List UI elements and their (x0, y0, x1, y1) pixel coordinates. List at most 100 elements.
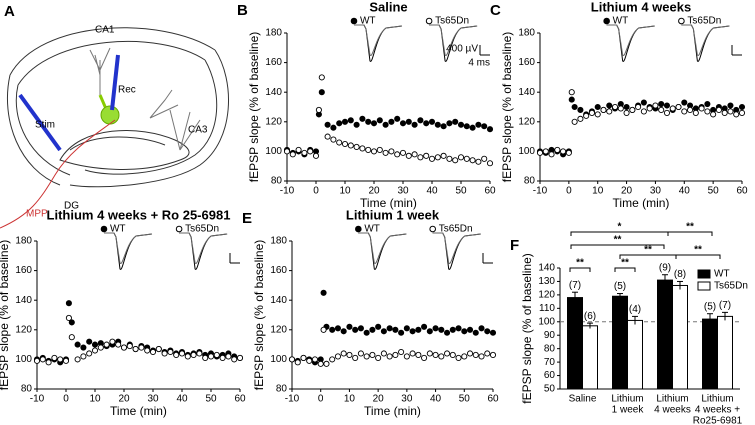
data-point (623, 109, 630, 116)
data-point (144, 347, 151, 354)
inset-trace (681, 24, 730, 62)
data-point (294, 359, 301, 366)
data-point (658, 100, 665, 108)
inset-trace (606, 24, 655, 56)
y-tick-label: 90 (544, 330, 556, 341)
data-point (365, 146, 372, 153)
legend-marker (678, 17, 685, 25)
data-point (455, 325, 462, 332)
data-point (658, 106, 665, 114)
data-point (307, 148, 314, 155)
chart-title: Lithium 1 week (346, 207, 440, 222)
data-point (365, 118, 372, 125)
data-point (329, 356, 336, 363)
data-point (428, 118, 436, 125)
data-point (486, 160, 494, 167)
legend-label: Ts65Dn (435, 16, 469, 27)
inset-trace (432, 232, 481, 264)
x-axis-label: Time (min) (364, 404, 421, 418)
data-point (738, 103, 746, 111)
data-point (398, 329, 405, 336)
x-tick-label: 10 (592, 186, 604, 197)
data-point (103, 341, 110, 348)
legend-swatch (697, 281, 711, 291)
data-point (323, 360, 330, 367)
inset-trace (358, 232, 407, 264)
n-label: (8) (674, 269, 686, 280)
x-tick-label: Lithium (656, 394, 688, 405)
region-label: CA1 (95, 25, 115, 36)
data-point (386, 353, 393, 360)
data-point (438, 326, 445, 333)
data-point (432, 351, 439, 359)
data-point (428, 155, 436, 162)
panel-letter: E (242, 210, 252, 227)
data-point (86, 350, 93, 357)
data-point (161, 350, 168, 357)
data-point (334, 353, 341, 360)
x-tick-label: 20 (368, 186, 380, 197)
data-point (375, 323, 382, 330)
data-point (359, 115, 366, 122)
data-point (489, 329, 497, 336)
x-tick-label: 50 (459, 394, 471, 405)
inset-trace (103, 232, 153, 270)
legend-label: Ts65Dn (687, 16, 721, 27)
chart-title: Lithium 4 weeks + Ro 25-6981 (47, 207, 231, 222)
data-point (415, 326, 422, 333)
data-point (403, 325, 410, 332)
data-point (68, 334, 75, 341)
data-point (727, 102, 734, 109)
y-tick-label: 120 (15, 324, 32, 335)
bar (627, 319, 643, 390)
panel-letter: B (237, 2, 248, 19)
data-point (375, 354, 382, 361)
significance-label: ** (686, 222, 694, 233)
n-label: (9) (659, 262, 671, 273)
x-tick-label: 40 (430, 394, 442, 405)
significance-label: ** (644, 245, 652, 256)
data-point (472, 351, 479, 359)
data-point (39, 356, 46, 363)
data-point (120, 344, 128, 351)
data-point (417, 154, 424, 161)
data-point (318, 74, 325, 81)
y-tick-label: 130 (538, 276, 555, 287)
x-tick-label: Lithium (611, 394, 643, 405)
data-point (80, 344, 87, 351)
x-tick-label: 50 (708, 186, 720, 197)
data-point (635, 103, 642, 111)
data-point (300, 354, 307, 361)
n-label: (5) (704, 301, 716, 312)
data-point (715, 106, 722, 114)
x-tick-label: Lithium (701, 394, 733, 405)
bar (702, 318, 718, 390)
data-point (568, 89, 575, 96)
y-tick-label: 140 (270, 295, 287, 306)
data-point (352, 354, 359, 361)
data-point (446, 155, 453, 162)
y-axis-label: fEPSP slope (% of baseline) (500, 32, 514, 183)
data-point (398, 348, 405, 356)
panel-letter: C (490, 2, 501, 19)
legend-marker (100, 225, 108, 233)
data-point (481, 155, 488, 162)
data-point (388, 148, 395, 155)
bar (657, 279, 673, 390)
y-axis-label: fEPSP slope (% of baseline) (0, 240, 11, 391)
y-tick-label: 140 (15, 295, 32, 306)
chart-title: Saline (369, 0, 407, 14)
data-point (600, 106, 607, 114)
data-point (132, 345, 139, 353)
data-point (376, 117, 383, 124)
x-tick-label: 20 (118, 394, 130, 405)
data-point (315, 106, 322, 114)
y-tick-label: 160 (270, 265, 287, 276)
data-point (646, 105, 653, 112)
data-point (489, 351, 497, 359)
inset-trace (429, 24, 478, 56)
data-point (115, 341, 122, 348)
data-point (571, 118, 578, 125)
x-tick-label: -10 (285, 394, 300, 405)
data-point (382, 149, 389, 156)
